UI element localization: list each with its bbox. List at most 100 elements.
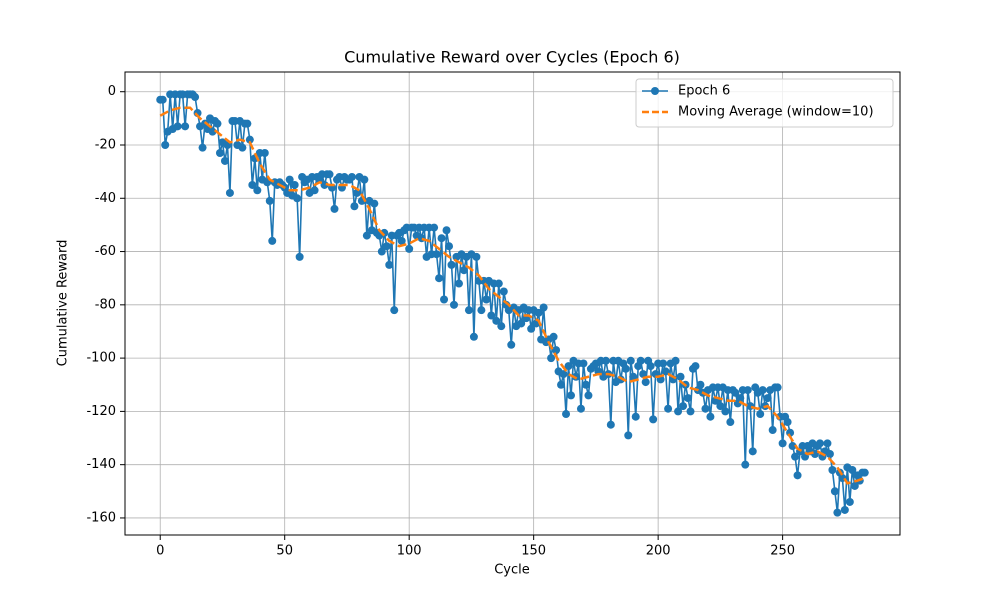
- data-point: [726, 418, 735, 427]
- data-point: [377, 247, 386, 256]
- x-tick-label: 50: [276, 544, 293, 559]
- data-point: [161, 140, 170, 149]
- data-point: [158, 95, 167, 104]
- data-point: [253, 186, 262, 195]
- data-point: [778, 439, 787, 448]
- data-point: [676, 372, 685, 381]
- data-point: [679, 402, 688, 411]
- y-tick-label: -60: [95, 244, 116, 259]
- data-point: [310, 186, 319, 195]
- y-tick-label: -100: [86, 351, 116, 366]
- y-tick-label: -80: [95, 297, 116, 312]
- data-point: [290, 180, 299, 189]
- data-point: [746, 402, 755, 411]
- data-point: [507, 340, 516, 349]
- data-point: [173, 122, 182, 131]
- data-point: [823, 439, 832, 448]
- data-point: [547, 354, 556, 363]
- x-tick-label: 250: [770, 544, 795, 559]
- data-point: [191, 93, 200, 102]
- data-point: [330, 204, 339, 213]
- y-tick-label: -140: [86, 457, 116, 472]
- data-point: [791, 452, 800, 461]
- data-point: [783, 418, 792, 427]
- x-tick-label: 150: [521, 544, 546, 559]
- data-point: [562, 410, 571, 419]
- data-point: [238, 143, 247, 152]
- data-point: [684, 394, 693, 403]
- legend-marker: [651, 87, 659, 95]
- data-point: [497, 322, 506, 331]
- legend-box: [635, 78, 894, 128]
- data-point: [624, 431, 633, 440]
- data-point: [736, 394, 745, 403]
- data-point: [828, 465, 837, 474]
- data-point: [469, 332, 478, 341]
- data-point: [621, 364, 630, 373]
- data-point: [499, 287, 508, 296]
- data-point: [756, 410, 765, 419]
- y-tick-label: -40: [95, 191, 116, 206]
- data-point: [716, 402, 725, 411]
- data-point: [706, 412, 715, 421]
- data-point: [208, 127, 217, 136]
- data-point: [442, 226, 451, 235]
- data-point: [432, 250, 441, 259]
- data-point: [492, 316, 501, 325]
- data-point: [579, 359, 588, 368]
- data-point: [639, 370, 648, 379]
- data-point: [741, 460, 750, 469]
- data-point: [248, 180, 257, 189]
- data-point: [773, 383, 782, 392]
- data-point: [213, 119, 222, 128]
- data-point: [552, 346, 561, 355]
- data-point: [559, 370, 568, 379]
- data-point: [390, 306, 399, 315]
- data-point: [435, 274, 444, 283]
- legend-label: Epoch 6: [678, 84, 730, 99]
- data-point: [362, 231, 371, 240]
- data-point: [350, 202, 359, 211]
- data-point: [285, 175, 294, 184]
- data-point: [691, 362, 700, 371]
- data-point: [385, 260, 394, 269]
- data-point: [748, 447, 757, 456]
- y-tick-label: -160: [86, 510, 116, 525]
- x-tick-label: 100: [397, 544, 422, 559]
- data-point: [848, 465, 857, 474]
- data-point: [482, 295, 491, 304]
- data-point: [636, 356, 645, 365]
- x-tick-label: 0: [156, 544, 164, 559]
- data-point: [830, 487, 839, 496]
- data-point: [646, 362, 655, 371]
- data-point: [225, 188, 234, 197]
- data-point: [325, 170, 334, 179]
- y-axis-label: Cumulative Reward: [56, 240, 71, 367]
- data-point: [696, 380, 705, 389]
- data-point: [370, 199, 379, 208]
- data-point: [659, 359, 668, 368]
- data-point: [347, 172, 356, 181]
- data-point: [567, 391, 576, 400]
- data-point: [449, 300, 458, 309]
- data-point: [181, 122, 190, 131]
- data-point: [295, 252, 304, 261]
- data-point: [825, 450, 834, 459]
- data-point: [265, 196, 274, 205]
- data-point: [487, 311, 496, 320]
- data-point: [731, 388, 740, 397]
- data-point: [527, 324, 536, 333]
- data-point: [815, 439, 824, 448]
- data-point: [459, 266, 468, 275]
- data-point: [641, 378, 650, 387]
- data-point: [850, 481, 859, 490]
- data-point: [215, 148, 224, 157]
- data-point: [477, 306, 486, 315]
- data-point: [220, 156, 229, 165]
- data-point: [445, 242, 454, 251]
- data-point: [768, 426, 777, 435]
- data-point: [671, 356, 680, 365]
- data-point: [601, 356, 610, 365]
- legend-label: Moving Average (window=10): [678, 105, 874, 120]
